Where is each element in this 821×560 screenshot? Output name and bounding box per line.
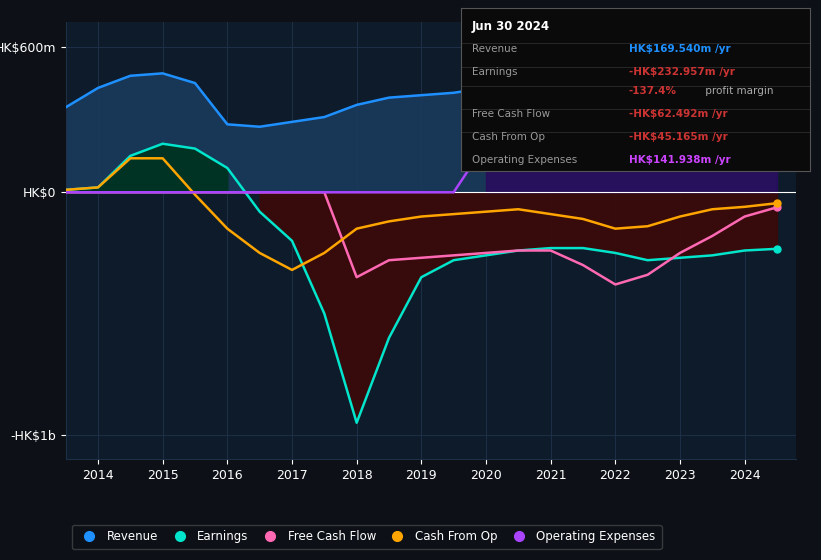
Text: Cash From Op: Cash From Op bbox=[472, 132, 545, 142]
Text: HK$141.938m /yr: HK$141.938m /yr bbox=[629, 155, 731, 165]
Text: Operating Expenses: Operating Expenses bbox=[472, 155, 577, 165]
Text: Jun 30 2024: Jun 30 2024 bbox=[472, 20, 550, 33]
Text: -HK$232.957m /yr: -HK$232.957m /yr bbox=[629, 67, 735, 77]
Text: Revenue: Revenue bbox=[472, 44, 517, 54]
Text: profit margin: profit margin bbox=[702, 86, 773, 96]
Text: Free Cash Flow: Free Cash Flow bbox=[472, 109, 550, 119]
Text: -HK$62.492m /yr: -HK$62.492m /yr bbox=[629, 109, 727, 119]
Text: -137.4%: -137.4% bbox=[629, 86, 677, 96]
Text: -HK$45.165m /yr: -HK$45.165m /yr bbox=[629, 132, 727, 142]
Legend: Revenue, Earnings, Free Cash Flow, Cash From Op, Operating Expenses: Revenue, Earnings, Free Cash Flow, Cash … bbox=[71, 525, 662, 549]
Text: HK$169.540m /yr: HK$169.540m /yr bbox=[629, 44, 731, 54]
Text: Earnings: Earnings bbox=[472, 67, 517, 77]
